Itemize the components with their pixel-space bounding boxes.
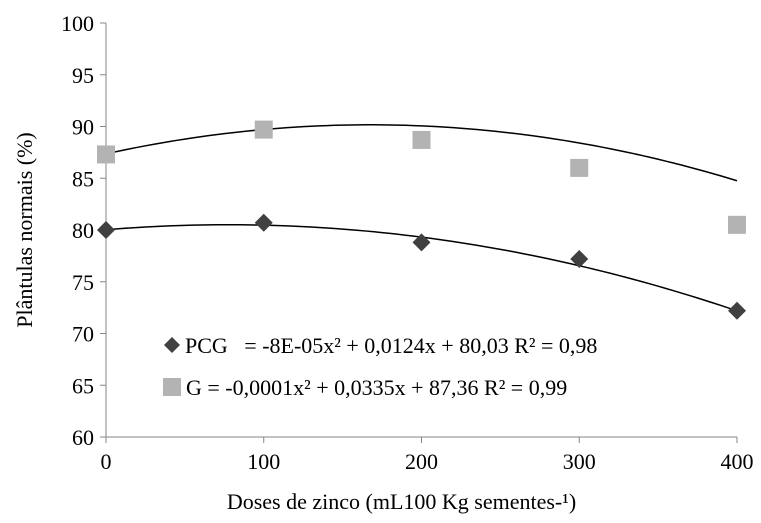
x-tick-label: 0 [101,449,112,474]
data-point-pcg [412,233,431,252]
x-axis-label: Doses de zinco (mL100 Kg sementes-¹) [227,489,576,514]
y-tick-label: 100 [61,11,94,36]
x-tick-label: 100 [247,449,280,474]
legend: PCG = -8E-05x² + 0,0124x + 80,03 R² = 0,… [163,333,597,400]
data-point-g [254,120,273,139]
x-tick-label: 300 [563,449,596,474]
data-point-g [570,158,589,177]
legend-entry-g: G = -0,0001x² + 0,0335x + 87,36 R² = 0,9… [163,375,567,400]
y-tick-label: 80 [72,218,94,243]
y-tick-label: 60 [72,425,94,450]
y-tick-label: 85 [72,166,94,191]
data-point-g [728,215,746,234]
data-point-g [97,145,115,164]
data-point-g [412,130,431,149]
x-ticks: 0 100 200 300 400 [101,437,754,474]
y-tick-label: 90 [72,115,94,140]
data-point-pcg [254,213,273,232]
data-point-pcg [570,249,589,268]
y-ticks: 60 65 70 75 80 85 90 95 100 [61,11,106,450]
data-point-pcg [97,221,115,239]
trendlines [105,124,738,312]
y-tick-label: 75 [72,270,94,295]
data-points [97,120,746,320]
legend-label-g: G = -0,0001x² + 0,0335x + 87,36 R² = 0,9… [186,375,567,400]
legend-entry-pcg: PCG = -8E-05x² + 0,0124x + 80,03 R² = 0,… [164,333,597,358]
trendline-g [105,124,738,182]
legend-marker-pcg [164,337,180,353]
x-tick-label: 200 [405,449,438,474]
data-point-pcg [728,301,746,320]
x-tick-label: 400 [721,449,754,474]
legend-label-pcg: PCG = -8E-05x² + 0,0124x + 80,03 R² = 0,… [185,333,597,358]
y-tick-label: 95 [72,63,94,88]
y-axis-label: Plântulas normais (%) [12,132,37,328]
y-tick-label: 70 [72,322,94,347]
legend-marker-g [163,378,181,396]
y-tick-label: 65 [72,373,94,398]
